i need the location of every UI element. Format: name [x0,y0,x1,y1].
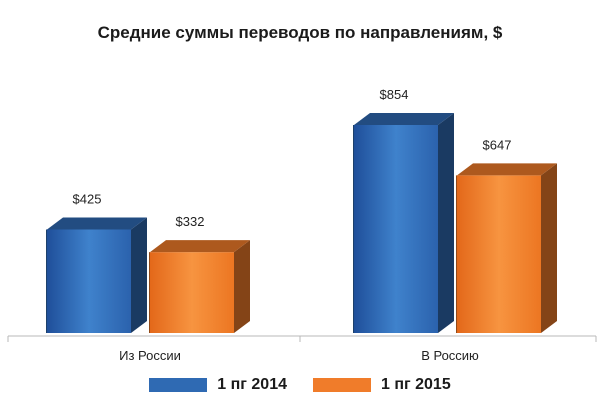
bar-top-face [354,113,454,125]
bar-edge [456,175,457,333]
chart-title: Средние суммы переводов по направлениям,… [97,23,503,42]
bar-side-face [541,163,557,333]
bar-2015-iz-rossii [149,240,250,333]
bar-2014-v-rossiyu [353,113,454,333]
bar-chart: $425 $854 $332 $647 Из России В Россию [7,87,597,363]
labels-group: $425 $854 $332 $647 Из России В Россию [73,87,512,363]
bar-front-face [150,252,234,333]
bar-edge [353,125,354,333]
bars-group [46,113,557,333]
bar-2015-v-rossiyu [456,163,557,333]
legend-swatch [149,378,208,392]
bar-front-face [47,229,131,333]
chart-floor [7,335,597,342]
legend-item: 1 пг 2015 [313,376,451,394]
category-label: В Россию [421,348,479,363]
bar-2014-iz-rossii [46,217,147,333]
bar-edge [149,252,150,333]
legend-swatch [313,378,371,392]
bar-top-face [457,163,557,176]
value-label: $854 [380,87,409,102]
bar-front-face [354,125,438,333]
value-label: $425 [73,191,102,206]
legend-item: 1 пг 2014 [149,376,287,394]
legend-label: 1 пг 2014 [217,376,287,393]
bar-edge [46,229,47,333]
legend: 1 пг 2014 1 пг 2015 [0,376,600,394]
bar-front-face [457,175,541,333]
category-label: Из России [119,348,181,363]
bar-top-face [47,217,147,230]
bar-top-face [150,240,250,253]
bar-side-face [438,113,454,333]
value-label: $647 [483,137,512,152]
value-label: $332 [176,214,205,229]
bar-side-face [234,240,250,333]
legend-label: 1 пг 2015 [381,376,451,393]
bar-side-face [131,217,147,333]
